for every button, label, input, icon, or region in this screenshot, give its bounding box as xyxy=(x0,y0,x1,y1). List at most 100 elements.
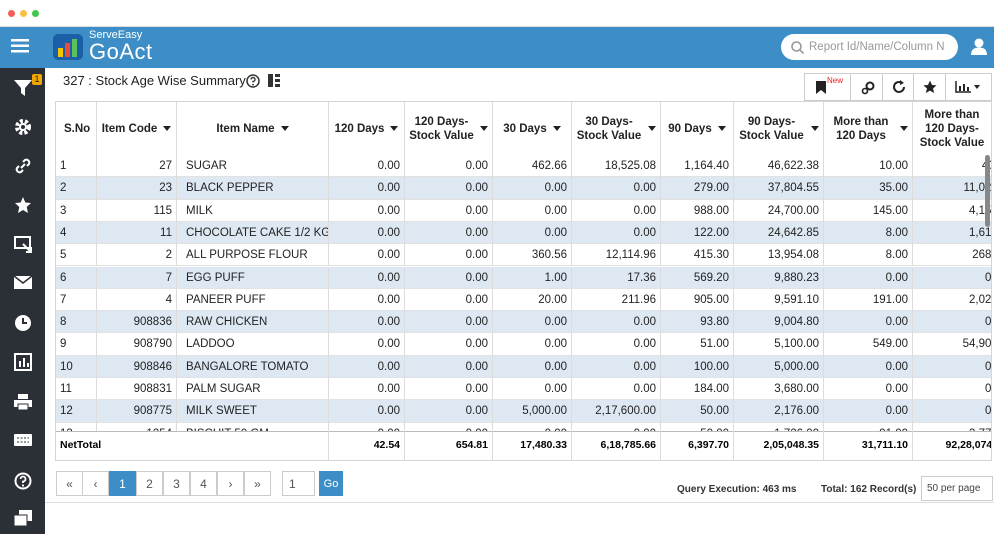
table-cell: 100.00 xyxy=(661,355,734,378)
window-bar xyxy=(0,0,994,27)
table-cell: 2,17,600.00 xyxy=(572,400,661,423)
table-cell: 0.00 xyxy=(329,155,405,178)
export-icon[interactable] xyxy=(14,235,32,253)
table-cell: 8.00 xyxy=(824,221,913,245)
table-cell: 10 xyxy=(56,355,97,378)
header-text: 90 Days-Stock Value xyxy=(739,115,804,142)
dot xyxy=(20,10,27,17)
column-header[interactable]: Item Name xyxy=(177,102,329,155)
header-text: 30 Days-Stock Value xyxy=(576,115,642,142)
column-header[interactable]: 90 Days xyxy=(661,102,734,155)
table-cell: 0.00 xyxy=(493,177,572,200)
page-button[interactable]: » xyxy=(244,471,271,496)
page-button[interactable]: › xyxy=(217,471,244,496)
table-cell: ALL PURPOSE FLOUR xyxy=(177,244,329,267)
sort-caret[interactable] xyxy=(552,126,561,131)
search-box[interactable]: Report Id/Name/Column N xyxy=(781,34,958,60)
search-placeholder: Report Id/Name/Column N xyxy=(809,41,945,53)
keyboard-icon[interactable] xyxy=(14,434,32,446)
page-button[interactable]: 2 xyxy=(136,471,163,496)
table-cell: 4 xyxy=(97,288,177,312)
table-cell: 549.00 xyxy=(824,333,913,356)
settings-icon[interactable] xyxy=(14,118,32,136)
query-time: Query Execution: 463 ms xyxy=(677,484,797,495)
column-header[interactable]: Item Code xyxy=(97,102,177,155)
divider xyxy=(882,74,883,100)
table-row xyxy=(56,221,991,245)
total-label: NetTotal xyxy=(56,431,329,460)
sort-caret[interactable] xyxy=(811,126,819,131)
chart-button[interactable] xyxy=(955,81,981,93)
table-cell: 2,024. xyxy=(913,289,991,311)
star-icon[interactable] xyxy=(14,196,32,214)
settings-button[interactable] xyxy=(861,81,875,95)
column-header[interactable]: 120 Days xyxy=(329,102,405,155)
table-cell: 54,900. xyxy=(913,333,991,355)
table-cell: 0.00 xyxy=(824,378,913,401)
link-icon[interactable] xyxy=(14,157,32,175)
table-cell: 0.00 xyxy=(405,355,493,378)
column-header[interactable]: 90 Days-Stock Value xyxy=(734,102,824,155)
table-cell: 0.0 xyxy=(913,356,991,378)
table-cell: 400 xyxy=(913,155,991,177)
bookmark-button[interactable] xyxy=(816,81,826,94)
table-cell: 0.00 xyxy=(405,155,493,178)
sort-caret[interactable] xyxy=(280,126,289,131)
print-icon[interactable] xyxy=(14,394,32,410)
page-button[interactable]: 4 xyxy=(190,471,217,496)
table-cell: 0.00 xyxy=(493,199,572,222)
table-cell: 37,804.55 xyxy=(734,177,824,200)
table-cell: PALM SUGAR xyxy=(177,378,329,401)
sort-caret[interactable] xyxy=(480,126,488,131)
mail-icon[interactable] xyxy=(14,276,32,290)
header-text: S.No xyxy=(64,122,91,135)
page-button[interactable]: ‹ xyxy=(82,471,109,496)
table-cell: 0.00 xyxy=(329,221,405,245)
page-size-select[interactable]: 50 per page xyxy=(921,476,993,501)
table-row xyxy=(56,266,991,289)
column-header[interactable]: 30 Days xyxy=(493,102,572,155)
sort-caret[interactable] xyxy=(163,126,172,131)
table-cell: 0.00 xyxy=(572,333,661,356)
brand: GoAct xyxy=(89,39,153,64)
report-icon[interactable] xyxy=(14,353,32,371)
scrollbar[interactable] xyxy=(985,155,990,227)
page-button[interactable]: 3 xyxy=(163,471,190,496)
sort-caret[interactable] xyxy=(717,126,726,131)
table-cell: 0.00 xyxy=(405,221,493,245)
column-header[interactable]: More than 120 Days-Stock Value xyxy=(913,102,991,155)
column-header[interactable]: S.No xyxy=(56,102,97,155)
sort-caret[interactable] xyxy=(900,126,908,131)
table-cell: 908836 xyxy=(97,311,177,334)
column-header[interactable]: 120 Days-Stock Value xyxy=(405,102,493,155)
table-cell: 0.00 xyxy=(572,177,661,200)
record-count: Total: 162 Record(s) xyxy=(821,484,917,495)
table-cell: 0.00 xyxy=(824,266,913,289)
page-input[interactable]: 1 xyxy=(282,471,315,496)
header-text: 30 Days xyxy=(503,122,547,135)
help-button[interactable] xyxy=(246,74,260,88)
sort-caret[interactable] xyxy=(390,126,399,131)
help-icon[interactable] xyxy=(14,472,32,490)
sort-caret[interactable] xyxy=(648,126,656,131)
table-cell: 12,114.96 xyxy=(572,244,661,267)
page-button[interactable]: « xyxy=(56,471,83,496)
header-text: Item Name xyxy=(216,122,275,135)
table-cell: 0.00 xyxy=(405,378,493,401)
favorite-button[interactable] xyxy=(923,80,937,94)
menu-button[interactable] xyxy=(11,39,29,53)
header-text: 120 Days xyxy=(334,122,385,135)
column-header[interactable]: More than 120 Days xyxy=(824,102,913,155)
clock-icon[interactable] xyxy=(14,314,32,332)
user-button[interactable] xyxy=(971,38,987,55)
table-cell: BANGALORE TOMATO xyxy=(177,355,329,378)
total-cell: 2,05,048.35 xyxy=(734,431,824,460)
pages-icon[interactable] xyxy=(14,510,32,526)
page-button[interactable]: 1 xyxy=(109,471,136,496)
filter-icon[interactable] xyxy=(14,80,32,96)
go-button[interactable]: Go xyxy=(319,471,343,496)
refresh-button[interactable] xyxy=(892,80,906,94)
column-header[interactable]: 30 Days-Stock Value xyxy=(572,102,661,155)
layout-button[interactable] xyxy=(268,74,280,87)
table-header xyxy=(56,102,991,156)
